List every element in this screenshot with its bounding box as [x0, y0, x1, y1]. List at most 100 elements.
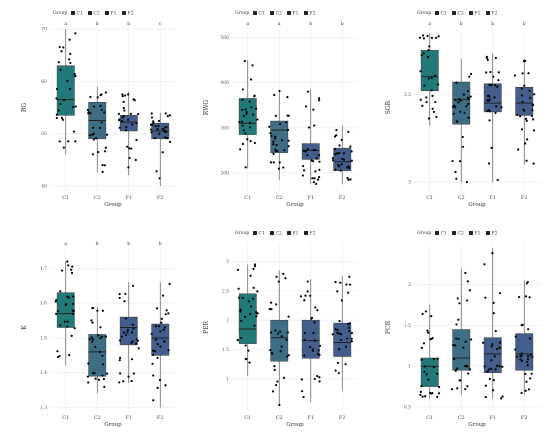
data-point: [340, 163, 343, 166]
data-point: [526, 355, 530, 358]
data-point: [157, 119, 161, 123]
data-point: [275, 143, 278, 147]
data-point: [272, 140, 275, 143]
data-point: [467, 372, 470, 375]
data-point: [69, 61, 72, 65]
data-point: [86, 375, 89, 378]
data-point: [156, 343, 159, 346]
data-point: [420, 385, 423, 388]
data-point: [236, 339, 239, 342]
legend-key: [122, 11, 126, 15]
data-point: [452, 357, 456, 361]
data-point: [286, 128, 290, 132]
data-point: [58, 140, 61, 143]
data-point: [461, 135, 464, 139]
y-tick-label: 2.5: [222, 288, 229, 294]
significance-letter: c: [159, 22, 162, 27]
data-point: [165, 309, 168, 312]
data-point: [90, 336, 93, 339]
data-point: [339, 169, 342, 172]
data-point: [74, 105, 77, 108]
legend-key: [435, 11, 439, 15]
data-point: [498, 346, 501, 349]
data-point: [130, 147, 133, 150]
data-point: [430, 315, 433, 318]
y-tick-label: 400: [220, 80, 229, 86]
data-point: [125, 333, 128, 337]
legend-key: [486, 11, 490, 15]
data-point: [526, 360, 529, 364]
box-c2: [451, 59, 473, 184]
data-point: [236, 268, 240, 271]
data-point: [334, 327, 337, 331]
x-tick-label: F2: [157, 415, 164, 421]
data-point: [118, 126, 121, 129]
data-point: [240, 120, 244, 123]
data-point: [336, 331, 339, 335]
data-point: [54, 300, 57, 303]
data-point: [490, 345, 493, 348]
data-point: [154, 324, 157, 328]
data-point: [313, 377, 316, 381]
legend-label: F1: [293, 231, 299, 237]
data-point: [56, 309, 59, 313]
data-point: [527, 328, 530, 331]
data-point: [152, 353, 155, 357]
legend-title: Group: [235, 230, 249, 236]
data-point: [315, 157, 318, 160]
data-point: [150, 131, 153, 134]
data-point: [150, 332, 153, 335]
data-point: [424, 310, 427, 313]
data-point: [60, 116, 64, 119]
data-point: [483, 263, 486, 266]
data-point: [501, 365, 504, 368]
data-point: [271, 352, 274, 355]
data-point: [161, 294, 165, 297]
data-point: [105, 372, 109, 375]
x-tick-label: F1: [307, 415, 314, 421]
data-point: [270, 301, 273, 304]
data-point: [516, 113, 519, 116]
data-point: [304, 105, 308, 108]
data-point: [346, 166, 349, 169]
data-point: [86, 108, 89, 112]
data-point: [524, 295, 528, 298]
data-point: [345, 337, 349, 340]
data-point: [456, 297, 459, 300]
data-point: [527, 388, 531, 391]
data-point: [526, 358, 530, 361]
data-point: [456, 120, 459, 123]
data-point: [275, 275, 278, 278]
data-point: [156, 386, 159, 389]
data-point: [314, 148, 317, 152]
data-point: [243, 59, 246, 63]
data-point: [469, 95, 472, 98]
data-point: [250, 106, 253, 109]
data-point: [437, 83, 440, 86]
data-point: [520, 128, 524, 131]
data-point: [248, 121, 251, 124]
data-point: [348, 322, 351, 325]
data-point: [73, 72, 76, 76]
data-point: [457, 337, 460, 341]
data-point: [310, 159, 313, 162]
data-point: [278, 161, 281, 164]
data-point: [286, 331, 290, 334]
data-point: [313, 177, 316, 180]
data-point: [124, 129, 128, 132]
x-tick-label: C2: [276, 195, 283, 201]
data-point: [269, 132, 272, 135]
data-point: [161, 151, 164, 154]
data-point: [334, 168, 337, 171]
data-point: [66, 79, 69, 82]
data-point: [273, 365, 276, 368]
data-point: [527, 72, 530, 75]
data-point: [526, 281, 529, 284]
data-point: [418, 36, 422, 39]
data-point: [426, 329, 429, 332]
data-point: [420, 54, 423, 57]
data-point: [423, 84, 426, 87]
data-point: [253, 265, 257, 268]
data-point: [122, 331, 126, 334]
data-point: [155, 307, 159, 310]
